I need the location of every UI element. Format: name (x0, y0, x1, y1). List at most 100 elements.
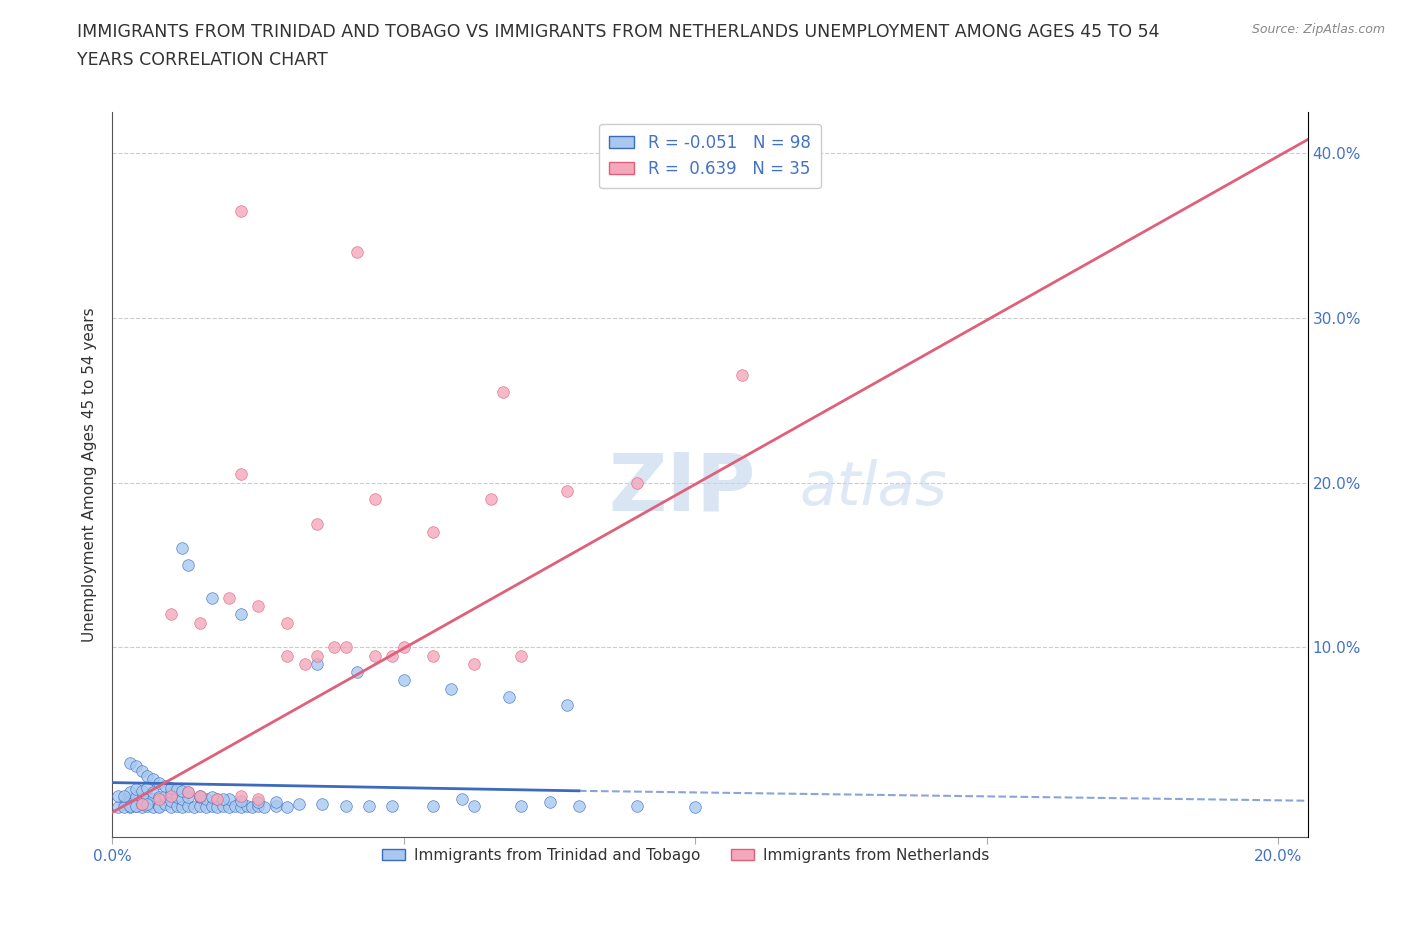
Point (422, 648, 444, 663)
Point (131, 783, 153, 798)
Point (107, 789, 129, 804)
Point (148, 790, 170, 804)
Point (492, 384, 515, 399)
Point (335, 798, 357, 813)
Text: ZIP: ZIP (609, 450, 755, 528)
Point (125, 759, 148, 774)
Point (538, 795, 561, 810)
Point (555, 484, 578, 498)
Point (439, 681, 461, 696)
Text: YEARS CORRELATION CHART: YEARS CORRELATION CHART (77, 51, 328, 69)
Point (247, 795, 270, 810)
Point (247, 798, 270, 813)
Point (568, 798, 591, 813)
Point (136, 798, 159, 813)
Point (159, 800, 181, 815)
Point (212, 791, 235, 806)
Point (188, 798, 211, 813)
Point (247, 791, 270, 806)
Point (148, 776, 170, 790)
Point (381, 648, 404, 663)
Point (148, 791, 170, 806)
Point (212, 798, 235, 813)
Point (194, 800, 217, 815)
Point (125, 798, 148, 813)
Point (731, 368, 754, 383)
Point (112, 800, 135, 815)
Point (335, 640, 357, 655)
Point (235, 798, 257, 813)
Point (346, 245, 368, 259)
Point (125, 782, 148, 797)
Point (685, 800, 707, 815)
Point (107, 800, 129, 815)
Point (159, 785, 181, 800)
Point (422, 798, 444, 813)
Point (555, 698, 578, 712)
Point (118, 800, 141, 815)
Point (229, 467, 252, 482)
Point (481, 492, 503, 507)
Point (136, 797, 159, 812)
Point (172, 791, 194, 806)
Point (136, 790, 159, 804)
Y-axis label: Unemployment Among Ages 45 to 54 years: Unemployment Among Ages 45 to 54 years (82, 307, 97, 642)
Point (177, 798, 200, 813)
Point (498, 689, 520, 704)
Point (392, 640, 415, 655)
Point (229, 800, 252, 815)
Point (159, 607, 181, 622)
Point (112, 791, 135, 806)
Point (305, 648, 328, 663)
Point (188, 790, 211, 804)
Point (118, 785, 141, 800)
Point (463, 657, 485, 671)
Point (305, 516, 328, 531)
Text: IMMIGRANTS FROM TRINIDAD AND TOBAGO VS IMMIGRANTS FROM NETHERLANDS UNEMPLOYMENT : IMMIGRANTS FROM TRINIDAD AND TOBAGO VS I… (77, 23, 1160, 41)
Point (148, 798, 170, 813)
Point (381, 798, 404, 813)
Point (229, 607, 252, 622)
Point (626, 798, 648, 813)
Point (276, 648, 298, 663)
Point (131, 797, 153, 812)
Point (148, 800, 170, 815)
Point (118, 755, 141, 770)
Point (177, 785, 200, 800)
Point (305, 657, 328, 671)
Point (159, 789, 181, 804)
Point (131, 800, 153, 815)
Point (188, 789, 211, 804)
Point (172, 541, 194, 556)
Point (207, 800, 229, 815)
Point (509, 798, 531, 813)
Point (183, 800, 205, 815)
Point (166, 798, 188, 813)
Legend: Immigrants from Trinidad and Tobago, Immigrants from Netherlands: Immigrants from Trinidad and Tobago, Imm… (377, 842, 995, 870)
Point (463, 798, 485, 813)
Point (166, 790, 188, 804)
Point (177, 790, 200, 804)
Point (229, 789, 252, 804)
Point (142, 791, 165, 806)
Point (125, 798, 148, 813)
Point (153, 797, 176, 812)
Point (392, 673, 415, 688)
Point (451, 791, 474, 806)
Point (323, 640, 346, 655)
Point (131, 797, 153, 812)
Point (253, 800, 276, 815)
Point (357, 798, 380, 813)
Point (159, 780, 181, 795)
Point (131, 764, 153, 778)
Point (207, 791, 229, 806)
Point (112, 797, 135, 812)
Point (218, 791, 240, 806)
Point (172, 800, 194, 815)
Point (159, 793, 181, 808)
Point (218, 800, 240, 815)
Point (131, 791, 153, 806)
Point (153, 778, 176, 793)
Point (200, 790, 222, 804)
Point (200, 591, 222, 605)
